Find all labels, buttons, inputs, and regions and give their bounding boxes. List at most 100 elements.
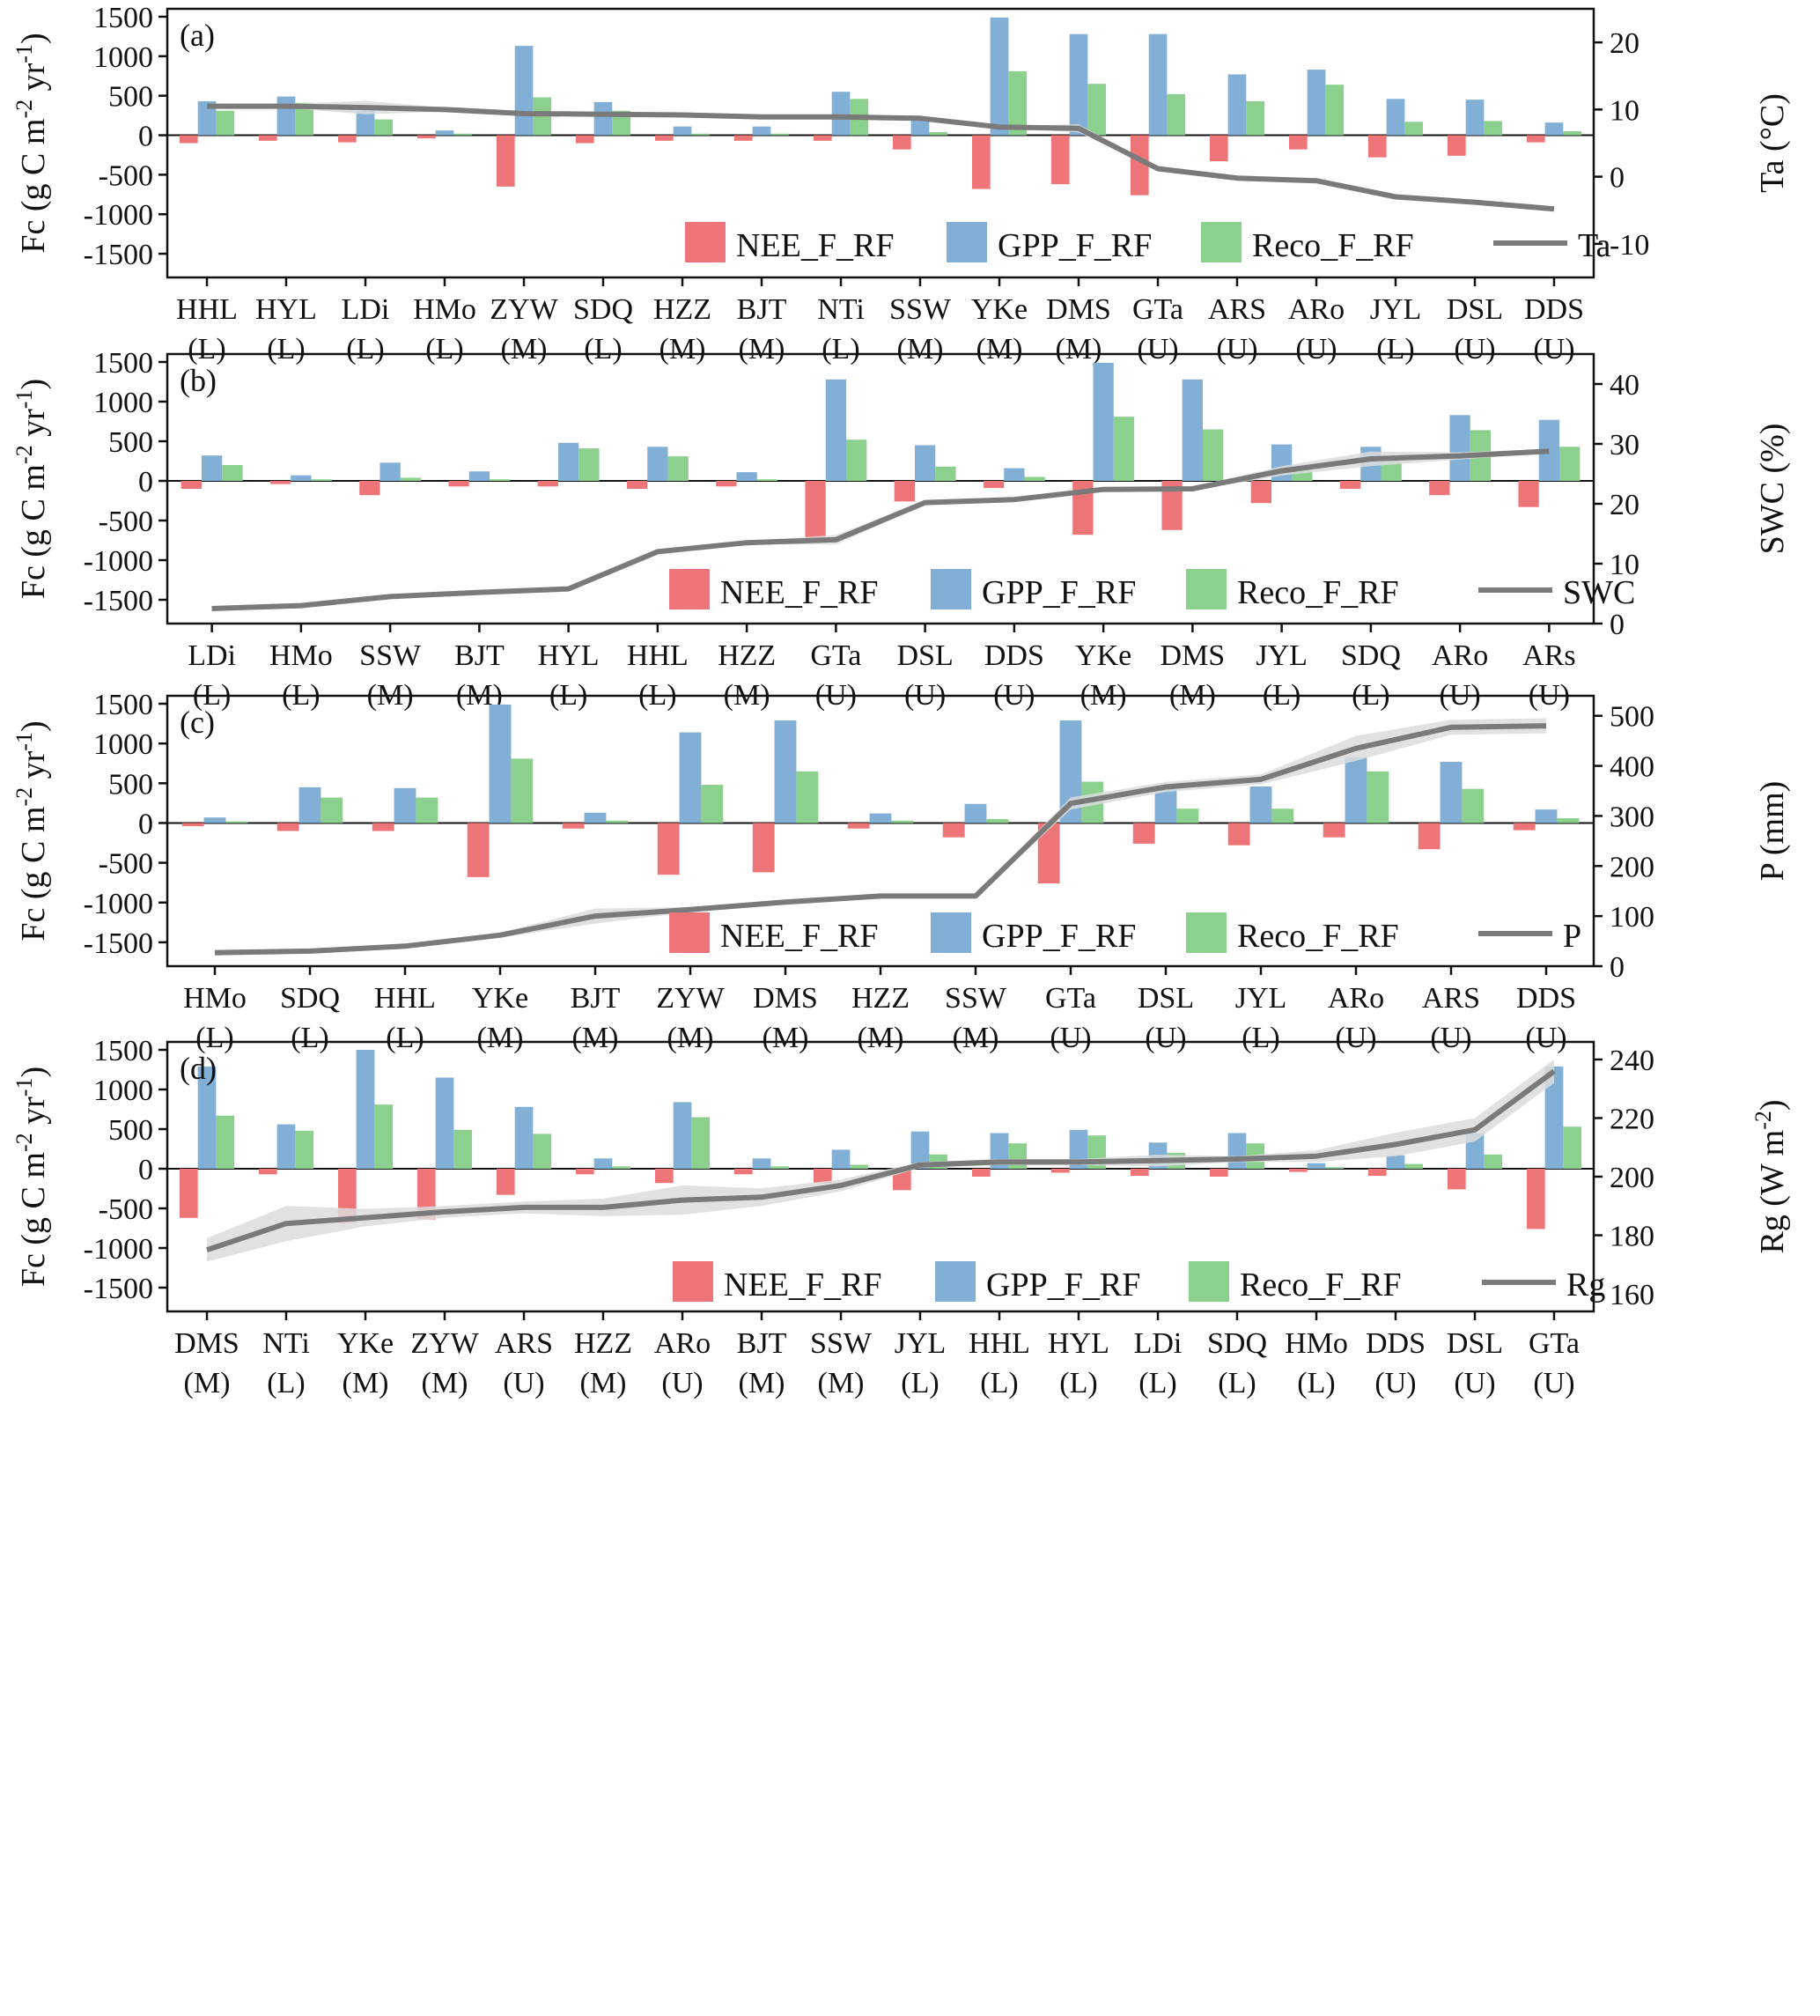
y-tick-label: 0 [138, 808, 153, 840]
y-tick-label: -500 [99, 159, 153, 192]
bar-gpp-f-rf-dms [1069, 33, 1088, 136]
bar-gpp-f-rf-bjt [468, 471, 490, 481]
panel-label: (b) [180, 363, 217, 398]
bar-nee-f-rf-ars [496, 1169, 515, 1195]
x-tick-label-group: (L) [1138, 1367, 1176, 1399]
bar-reco-f-rf-jyl [1271, 809, 1294, 823]
bar-gpp-f-rf-sdq [298, 786, 321, 823]
x-tick-label-group: (L) [901, 1367, 939, 1399]
bar-gpp-f-rf-zyw [435, 1077, 454, 1169]
x-tick-label-site: DDS [1366, 1327, 1426, 1360]
legend-label: NEE_F_RF [720, 918, 878, 955]
bar-reco-f-rf-aro [691, 1117, 711, 1169]
bar-reco-f-rf-ssw [986, 818, 1009, 823]
bar-reco-f-rf-hhl [416, 797, 438, 823]
y-axis-label: Fc (g C m-2 yr-1) [11, 33, 52, 253]
bar-reco-f-rf-dds [1024, 476, 1045, 481]
bar-gpp-f-rf-bjt [752, 126, 771, 136]
bar-gpp-f-rf-jyl [910, 1131, 930, 1169]
y-tick-label: -500 [99, 1193, 153, 1226]
bar-gpp-f-rf-gta [825, 379, 847, 481]
legend-swatch-nee-f-rf [669, 912, 710, 953]
bar-reco-f-rf-hmo [311, 479, 332, 481]
y2-tick-label: 200 [1610, 1162, 1654, 1194]
y2-tick-label: 240 [1610, 1045, 1654, 1077]
y2-tick-label: 30 [1610, 429, 1639, 462]
x-tick-label-site: SSW [359, 639, 422, 672]
x-tick-label-site: DDS [1524, 293, 1584, 326]
bar-reco-f-rf-ars [1246, 100, 1265, 136]
x-tick-label-site: GTa [1045, 982, 1096, 1015]
bar-nee-f-rf-bjt [733, 135, 753, 141]
x-tick-label-site: HHL [627, 639, 689, 672]
x-tick-label-site: HMo [269, 639, 333, 672]
bar-gpp-f-rf-hzz [869, 813, 892, 823]
x-tick-label-group: (L) [386, 1022, 424, 1054]
bar-reco-f-rf-hmo [225, 821, 248, 823]
x-tick-label-group: (M) [501, 333, 548, 366]
bar-nee-f-rf-bjt [448, 481, 469, 487]
bar-nee-f-rf-hzz [847, 823, 870, 829]
bar-nee-f-rf-nti [813, 135, 832, 141]
y-tick-label: -1000 [84, 1233, 153, 1266]
x-tick-label-group: (L) [1059, 1367, 1097, 1399]
bar-reco-f-rf-ldi [374, 119, 394, 136]
x-tick-label-group: (M) [477, 1022, 524, 1054]
bar-reco-f-rf-yke [374, 1104, 394, 1169]
bar-reco-f-rf-yke [511, 758, 534, 823]
bar-gpp-f-rf-ars [1227, 74, 1247, 136]
legend-label: Reco_F_RF [1237, 574, 1399, 611]
line-p [214, 723, 1547, 956]
x-tick-label-site: BJT [571, 982, 621, 1015]
legend-label: Reco_F_RF [1252, 227, 1414, 264]
bar-nee-f-rf-sdq [1339, 481, 1361, 489]
bar-nee-f-rf-jyl [1250, 481, 1271, 504]
x-tick-label-site: GTa [1132, 293, 1183, 326]
legend-label: P [1563, 918, 1581, 955]
bar-gpp-f-rf-dds [1535, 809, 1558, 823]
bar-reco-f-rf-dsl [1176, 809, 1199, 823]
y-axis-label: Fc (g C m-2 yr-1) [11, 720, 52, 941]
y-tick-label: 500 [108, 1114, 153, 1147]
bar-reco-f-rf-ars [533, 1134, 552, 1169]
y2-axis-label: Ta (°C) [1754, 93, 1791, 193]
bar-gpp-f-rf-hmo [291, 475, 312, 481]
legend-label: GPP_F_RF [986, 1266, 1140, 1303]
x-tick-label-site: HHL [969, 1327, 1030, 1360]
x-tick-label-group: (L) [267, 333, 305, 366]
x-tick-label-site: ARS [495, 1327, 553, 1360]
bar-nee-f-rf-aro [1288, 135, 1308, 150]
bar-reco-f-rf-nti [295, 1130, 314, 1169]
x-tick-label-site: DSL [897, 639, 954, 672]
bar-reco-f-rf-ars [1462, 788, 1485, 823]
y-tick-label: -500 [99, 506, 153, 538]
bar-nee-f-rf-ssw [813, 1169, 832, 1184]
legend-label: Ta [1578, 227, 1611, 264]
panel-label: (d) [180, 1051, 217, 1086]
line-confidence-band [215, 718, 1546, 955]
bar-reco-f-rf-bjt [606, 820, 629, 823]
x-tick-label-site: DMS [1046, 293, 1111, 326]
bar-nee-f-rf-hhl [971, 1169, 991, 1177]
y-tick-label: 1500 [93, 1035, 153, 1067]
bar-nee-f-rf-ars [1518, 481, 1539, 507]
bar-nee-f-rf-aro [1323, 823, 1345, 838]
bar-nee-f-rf-dsl [894, 481, 915, 502]
bar-nee-f-rf-dsl [1447, 1169, 1466, 1190]
x-tick-label-site: ARo [654, 1327, 711, 1360]
x-tick-label-group: (M) [953, 1022, 999, 1054]
x-tick-label-site: YKe [971, 293, 1028, 326]
bar-reco-f-rf-dds [1563, 131, 1582, 136]
x-tick-label-site: JYL [1256, 639, 1308, 672]
bar-gpp-f-rf-dsl [1465, 100, 1485, 136]
x-tick-label-site: YKe [1075, 639, 1131, 672]
legend-swatch-gpp-f-rf [931, 912, 971, 953]
bar-reco-f-rf-dds [1557, 818, 1580, 823]
bar-nee-f-rf-hmo [269, 481, 291, 484]
x-tick-label-site: ZYW [656, 982, 725, 1015]
plot-frame [166, 7, 1595, 279]
y-tick-label: -1500 [84, 1273, 153, 1305]
bar-gpp-f-rf-dsl [914, 445, 936, 481]
legend-label: NEE_F_RF [724, 1266, 881, 1303]
